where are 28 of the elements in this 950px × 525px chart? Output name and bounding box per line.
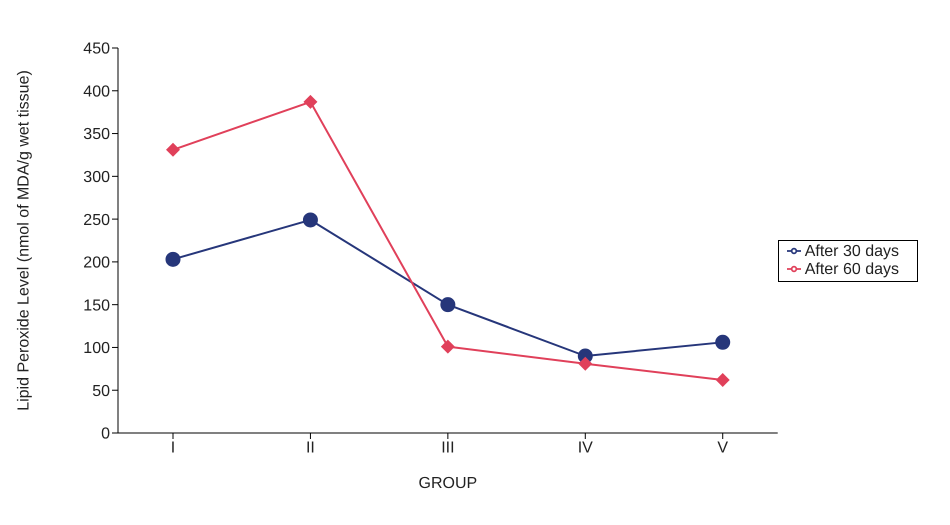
point — [440, 340, 455, 354]
y-tick-label: 100 — [83, 340, 110, 358]
point — [166, 142, 180, 157]
x-tick-label: IV — [578, 439, 594, 456]
y-tick-label: 400 — [83, 83, 110, 100]
point — [303, 94, 318, 109]
y-tick-label: 300 — [83, 169, 110, 186]
y-tick-label: 150 — [83, 297, 110, 314]
legend-label: After 60 days — [804, 260, 899, 278]
y-tick-label: 50 — [92, 382, 110, 400]
y-axis-title: Lipid Peroxide Level (nmol of MDA/g wet tissue) — [16, 70, 33, 411]
x-tick-label: II — [306, 439, 315, 456]
point — [716, 372, 730, 387]
y-tick-label: 200 — [83, 254, 110, 272]
point — [166, 252, 180, 267]
point — [578, 356, 592, 371]
point — [715, 334, 730, 350]
legend-label: After 30 days — [804, 242, 899, 260]
point — [302, 212, 318, 228]
y-tick-label: 350 — [83, 126, 110, 144]
y-tick-label: 250 — [83, 212, 110, 229]
y-tick-label: 450 — [83, 40, 110, 58]
x-tick-label: V — [717, 439, 728, 456]
point — [440, 297, 456, 312]
x-tick-label: I — [170, 439, 176, 456]
x-tick-label: III — [441, 439, 455, 456]
y-tick-label: 0 — [101, 426, 110, 443]
x-axis-title: GROUP — [418, 475, 478, 492]
